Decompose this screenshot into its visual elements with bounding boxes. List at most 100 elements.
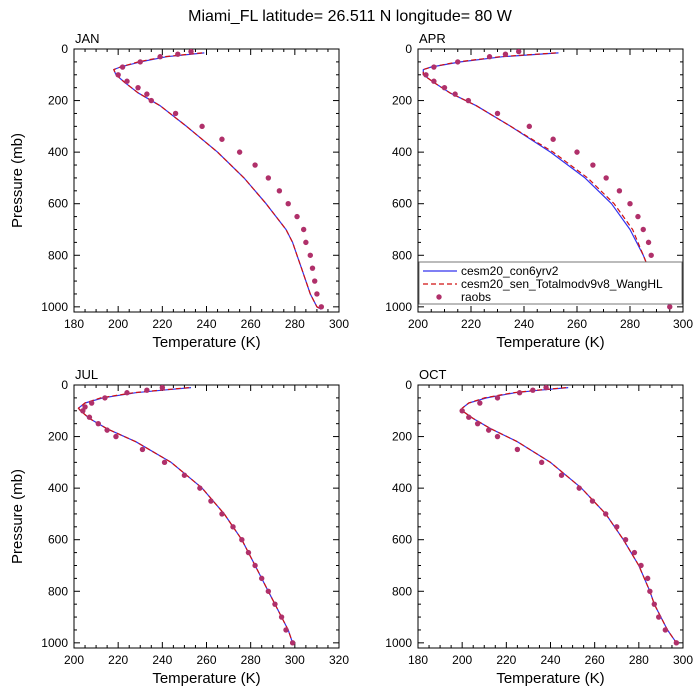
y-tick-label: 400 xyxy=(48,145,68,159)
x-tick-label: 260 xyxy=(585,653,605,667)
series-line-con xyxy=(77,387,294,643)
y-tick-label: 400 xyxy=(48,481,68,495)
series-line-sen xyxy=(461,387,677,644)
raobs-point xyxy=(622,537,629,543)
raobs-point xyxy=(272,601,278,607)
raobs-point xyxy=(181,472,188,478)
raobs-point xyxy=(157,54,163,60)
raobs-point xyxy=(230,524,236,530)
raobs-point xyxy=(673,640,680,646)
plot-area xyxy=(459,385,680,646)
y-tick-label: 800 xyxy=(48,248,68,262)
raobs-point xyxy=(208,498,214,504)
raobs-point xyxy=(538,459,545,466)
x-tick-label: 280 xyxy=(241,653,261,667)
raobs-point xyxy=(455,59,461,65)
raobs-point xyxy=(485,427,492,433)
x-axis-label: Temperature (K) xyxy=(152,334,260,351)
raobs-point xyxy=(647,588,653,594)
raobs-point xyxy=(494,433,501,440)
x-tick-label: 220 xyxy=(496,653,516,667)
y-tick-label: 200 xyxy=(48,94,68,108)
legend: cesm20_con6yrv2cesm20_sen_Totalmodv9v8_W… xyxy=(418,261,683,305)
raobs-point xyxy=(423,72,429,78)
raobs-point xyxy=(285,201,291,207)
raobs-point xyxy=(603,511,609,517)
y-tick-label: 600 xyxy=(48,197,68,211)
raobs-point xyxy=(159,385,166,391)
raobs-point xyxy=(638,562,644,569)
raobs-point xyxy=(119,64,126,70)
raobs-point xyxy=(431,78,437,84)
y-tick-label: 600 xyxy=(392,533,412,547)
raobs-point xyxy=(289,640,296,646)
panel-label: JUL xyxy=(75,367,98,382)
x-tick-label: 280 xyxy=(620,317,640,331)
raobs-point xyxy=(303,239,309,246)
plot-area xyxy=(77,385,296,646)
raobs-point xyxy=(486,54,493,60)
raobs-point xyxy=(651,601,657,607)
raobs-point xyxy=(265,588,272,594)
raobs-point xyxy=(144,91,150,97)
raobs-point xyxy=(219,511,225,517)
y-tick-label: 200 xyxy=(392,94,412,108)
raobs-point xyxy=(441,84,448,91)
raobs-point xyxy=(309,265,316,271)
panel-jul: 200 220 240 260 280 300 320 0 200 400 600 800 1000 JU… xyxy=(9,367,349,687)
raobs-point xyxy=(558,472,565,478)
x-tick-label: 240 xyxy=(514,317,534,331)
raobs-point xyxy=(139,446,146,453)
y-tick-label: 600 xyxy=(392,197,412,211)
x-tick-label: 180 xyxy=(64,317,84,331)
raobs-point xyxy=(175,51,181,57)
raobs-point xyxy=(603,175,609,181)
raobs-point xyxy=(80,408,86,414)
x-tick-label: 220 xyxy=(108,653,128,667)
y-axis-label: Pressure (mb) xyxy=(9,133,26,228)
raobs-point xyxy=(574,149,580,155)
raobs-point xyxy=(172,110,179,117)
x-tick-label: 220 xyxy=(152,317,172,331)
series-line-sen xyxy=(113,52,322,310)
raobs-point xyxy=(276,188,283,194)
raobs-point xyxy=(648,252,654,258)
y-tick-label: 0 xyxy=(61,42,68,56)
x-tick-label: 240 xyxy=(196,317,216,331)
raobs-point xyxy=(550,136,556,142)
x-tick-label: 240 xyxy=(540,653,560,667)
raobs-point xyxy=(627,201,633,207)
raobs-point xyxy=(197,485,203,491)
y-tick-label: 200 xyxy=(48,430,68,444)
y-tick-label: 400 xyxy=(392,145,412,159)
raobs-point xyxy=(590,162,596,168)
raobs-point xyxy=(199,123,205,130)
raobs-point xyxy=(115,72,121,78)
raobs-point xyxy=(124,78,130,84)
raobs-point xyxy=(477,400,483,406)
y-tick-label: 0 xyxy=(405,378,412,392)
x-axis-label: Temperature (K) xyxy=(496,334,604,351)
raobs-point xyxy=(526,123,532,130)
figure-title: Miami_FL latitude= 26.511 N longitude= 8… xyxy=(188,8,513,25)
y-tick-label: 1000 xyxy=(385,300,412,314)
x-tick-label: 260 xyxy=(567,317,587,331)
raobs-point xyxy=(459,408,465,414)
raobs-point xyxy=(514,446,521,453)
raobs-point xyxy=(614,524,620,530)
raobs-point xyxy=(616,188,623,194)
x-tick-label: 200 xyxy=(64,653,84,667)
y-tick-label: 0 xyxy=(405,42,412,56)
x-tick-label: 280 xyxy=(629,653,649,667)
raobs-point xyxy=(148,97,154,104)
raobs-point xyxy=(631,549,638,556)
raobs-point xyxy=(236,149,243,155)
raobs-point xyxy=(102,395,108,401)
series-line-con xyxy=(461,387,677,644)
x-tick-label: 260 xyxy=(196,653,216,667)
raobs-point xyxy=(644,575,651,582)
plot-frame xyxy=(73,384,340,649)
raobs-point xyxy=(245,549,252,556)
raobs-point xyxy=(95,420,101,427)
